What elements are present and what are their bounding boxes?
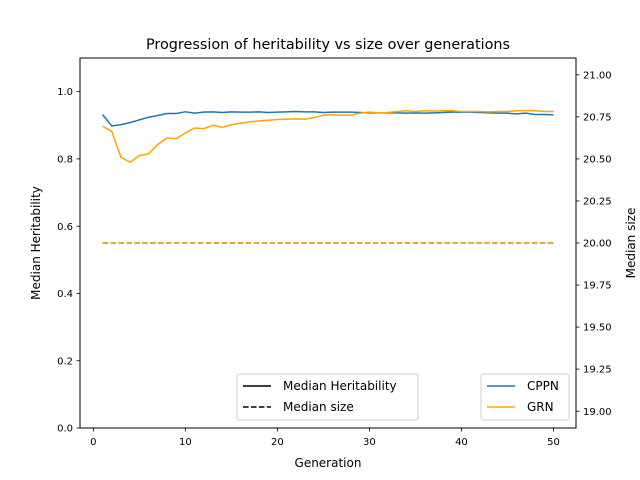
x-axis-label: Generation: [295, 456, 362, 470]
y-tick-label: 0.6: [57, 222, 73, 233]
y-tick-label-right: 19.25: [583, 365, 612, 376]
y-tick-label-right: 19.00: [583, 407, 612, 418]
legend-label: Median size: [283, 400, 354, 414]
y-axis-right: 19.00 19.25 19.50 19.75 20.00 20.25 20.50 20.75…: [576, 70, 612, 418]
y-tick-label-right: 20.25: [583, 197, 612, 208]
x-tick-label: 50: [547, 437, 560, 448]
y-tick-label: 0.0: [57, 424, 73, 435]
y-tick-label: 0.2: [57, 356, 73, 367]
legend-series: CPPN GRN: [480, 373, 570, 421]
x-tick-label: 30: [363, 437, 376, 448]
chart-title: Progression of heritability vs size over…: [146, 37, 510, 53]
x-tick-label: 0: [90, 437, 96, 448]
y-tick-label: 0.8: [57, 155, 73, 166]
y-axis-label-right: Median size: [624, 208, 638, 279]
y-tick-label-right: 19.50: [583, 323, 612, 334]
y-tick-label-right: 20.00: [583, 239, 612, 250]
legend-label: CPPN: [527, 379, 559, 393]
y-tick-label-right: 20.50: [583, 155, 612, 166]
series-lines: [101, 109, 554, 244]
x-axis: 0 10 20 30 40 50: [90, 428, 560, 448]
legend-label: GRN: [527, 400, 554, 414]
y-axis-left: 0.0 0.2 0.4 0.6 0.8 1.0: [57, 87, 80, 435]
y-tick-label-right: 19.75: [583, 281, 612, 292]
y-tick-label-right: 21.00: [583, 70, 612, 81]
series-line-cppn-heritability: [101, 110, 554, 127]
legend-line-style: Median Heritability Median size: [236, 373, 419, 421]
y-tick-label: 1.0: [57, 87, 73, 98]
series-line-grn-heritability: [102, 109, 554, 164]
y-tick-label: 0.4: [57, 289, 73, 300]
y-tick-label-right: 20.75: [583, 112, 612, 123]
x-tick-label: 40: [455, 437, 468, 448]
legend-box: [236, 373, 419, 421]
x-tick-label: 10: [179, 437, 192, 448]
legend-label: Median Heritability: [283, 379, 397, 393]
y-axis-label-left: Median Heritability: [29, 186, 43, 300]
x-tick-label: 20: [271, 437, 284, 448]
